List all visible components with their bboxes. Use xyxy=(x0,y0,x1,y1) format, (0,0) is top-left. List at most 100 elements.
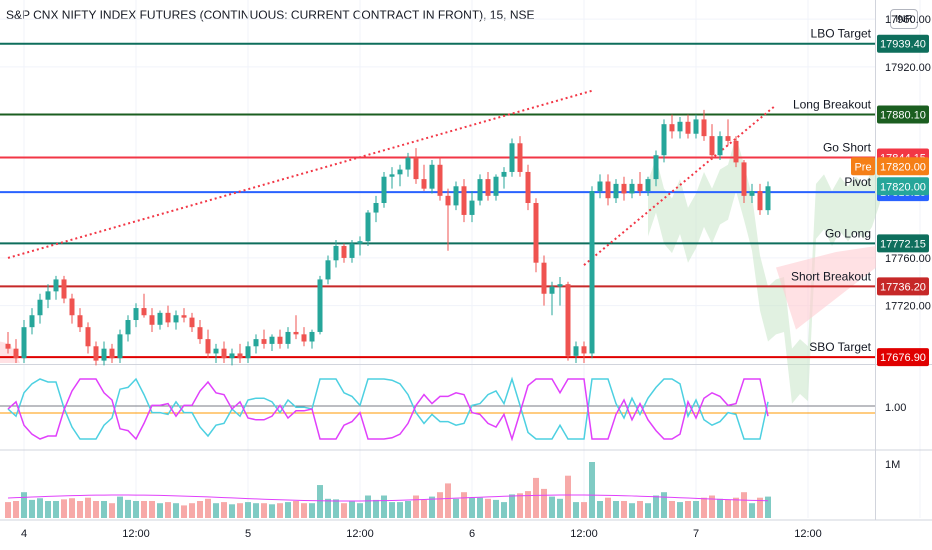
candle[interactable] xyxy=(229,348,235,366)
candle[interactable] xyxy=(117,329,123,363)
candle[interactable] xyxy=(525,164,531,211)
candle[interactable] xyxy=(397,164,403,187)
candle[interactable] xyxy=(565,281,571,361)
candle[interactable] xyxy=(461,179,467,223)
candle[interactable] xyxy=(581,341,587,363)
candle[interactable] xyxy=(429,160,435,194)
candle[interactable] xyxy=(357,236,363,256)
candle[interactable] xyxy=(365,210,371,246)
candle[interactable] xyxy=(381,171,387,208)
candle[interactable] xyxy=(701,109,707,141)
candle[interactable] xyxy=(189,312,195,332)
candle[interactable] xyxy=(749,183,755,203)
candle[interactable] xyxy=(373,195,379,223)
candle[interactable] xyxy=(765,181,771,215)
candle[interactable] xyxy=(141,293,147,318)
candle[interactable] xyxy=(453,181,459,211)
candle[interactable] xyxy=(293,315,299,340)
candle[interactable] xyxy=(533,198,539,273)
candle[interactable] xyxy=(589,186,595,359)
candle[interactable] xyxy=(469,191,475,223)
candle[interactable] xyxy=(133,303,139,328)
candle[interactable] xyxy=(93,341,99,366)
candle[interactable] xyxy=(629,179,635,199)
candle[interactable] xyxy=(413,148,419,184)
candle[interactable] xyxy=(717,131,723,161)
candle[interactable] xyxy=(69,293,75,324)
candle[interactable] xyxy=(317,275,323,335)
candle[interactable] xyxy=(501,167,507,189)
candle[interactable] xyxy=(661,119,667,163)
candle[interactable] xyxy=(757,183,763,215)
candle[interactable] xyxy=(85,322,91,354)
candle[interactable] xyxy=(621,176,627,201)
candle[interactable] xyxy=(245,341,251,363)
candle[interactable] xyxy=(653,150,659,187)
candle[interactable] xyxy=(5,331,11,354)
candle[interactable] xyxy=(325,255,331,285)
candle[interactable] xyxy=(637,171,643,196)
candle[interactable] xyxy=(517,136,523,177)
level-label: Short Breakout xyxy=(791,269,872,283)
candle[interactable] xyxy=(341,243,347,263)
candle[interactable] xyxy=(301,327,307,347)
candle[interactable] xyxy=(13,339,19,363)
candle[interactable] xyxy=(509,138,515,177)
candle[interactable] xyxy=(45,284,51,309)
candle[interactable] xyxy=(21,320,27,363)
candle[interactable] xyxy=(669,114,675,139)
candle[interactable] xyxy=(237,343,243,363)
candle[interactable] xyxy=(77,308,83,332)
candle[interactable] xyxy=(37,293,43,324)
candle[interactable] xyxy=(725,119,731,146)
candle[interactable] xyxy=(221,341,227,363)
candle[interactable] xyxy=(125,315,131,342)
candle[interactable] xyxy=(477,174,483,206)
candle[interactable] xyxy=(405,152,411,177)
candle[interactable] xyxy=(109,343,115,363)
candle[interactable] xyxy=(157,310,163,330)
candle[interactable] xyxy=(605,174,611,206)
candle[interactable] xyxy=(733,136,739,168)
candle[interactable] xyxy=(277,329,283,349)
candle[interactable] xyxy=(685,114,691,139)
candle[interactable] xyxy=(309,329,315,349)
candle[interactable] xyxy=(573,341,579,363)
candle[interactable] xyxy=(165,305,171,328)
candle[interactable] xyxy=(213,343,219,363)
candle[interactable] xyxy=(101,341,107,366)
candle[interactable] xyxy=(485,171,491,201)
currency-button[interactable]: INR xyxy=(890,9,918,29)
candle[interactable] xyxy=(597,174,603,199)
candle[interactable] xyxy=(677,117,683,139)
candle[interactable] xyxy=(613,179,619,203)
candle[interactable] xyxy=(333,240,339,268)
candle[interactable] xyxy=(389,167,395,189)
candle[interactable] xyxy=(173,310,179,330)
candle[interactable] xyxy=(61,275,67,304)
candles[interactable] xyxy=(5,109,771,366)
candle[interactable] xyxy=(29,308,35,335)
candle[interactable] xyxy=(557,277,563,306)
candle[interactable] xyxy=(437,157,443,201)
candle[interactable] xyxy=(349,240,355,263)
candle[interactable] xyxy=(645,176,651,196)
candle[interactable] xyxy=(693,114,699,139)
candle[interactable] xyxy=(549,281,555,316)
candle[interactable] xyxy=(709,124,715,161)
candle[interactable] xyxy=(285,327,291,349)
candle[interactable] xyxy=(741,160,747,203)
candle[interactable] xyxy=(261,329,267,349)
candle[interactable] xyxy=(445,188,451,251)
candle[interactable] xyxy=(253,334,259,354)
candle[interactable] xyxy=(149,308,155,332)
candle[interactable] xyxy=(269,334,275,352)
candle[interactable] xyxy=(197,320,203,344)
candle[interactable] xyxy=(181,308,187,323)
candle[interactable] xyxy=(205,329,211,359)
candle[interactable] xyxy=(421,164,427,192)
candle[interactable] xyxy=(541,255,547,306)
candle[interactable] xyxy=(53,275,59,300)
candle[interactable] xyxy=(493,174,499,201)
